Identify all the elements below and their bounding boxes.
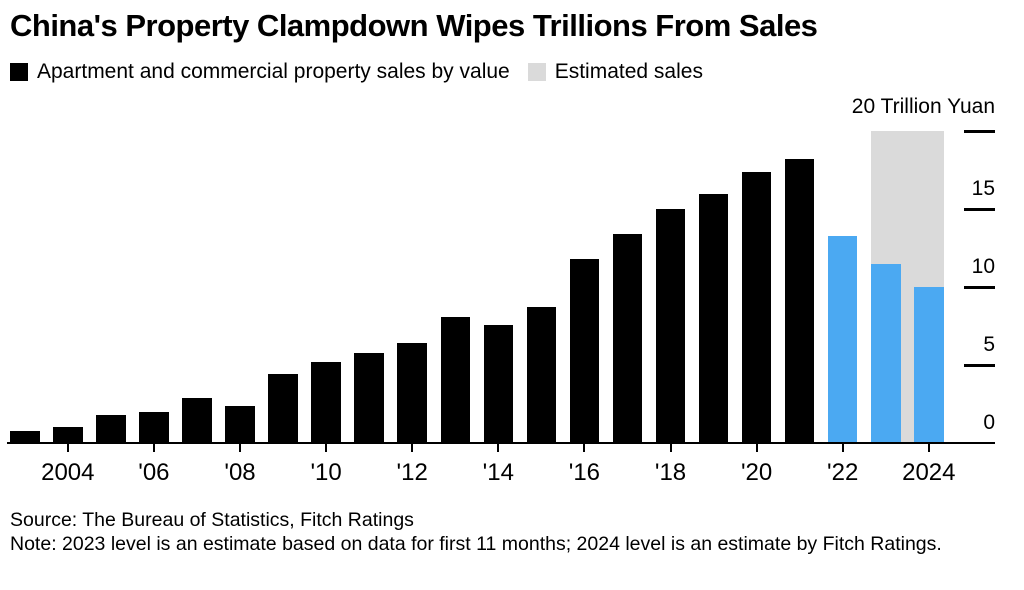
- y-axis-tick: [964, 363, 995, 367]
- bar-2014: [483, 324, 514, 443]
- legend-item-estimated: Estimated sales: [527, 60, 703, 83]
- legend: Apartment and commercial property sales …: [10, 61, 703, 82]
- y-axis-tick-label: 15: [971, 177, 995, 201]
- x-axis-tick-label: '14: [482, 459, 514, 486]
- y-axis-unit-label: 20 Trillion Yuan: [851, 95, 995, 118]
- x-axis-tick: [239, 444, 241, 452]
- bar-2015: [526, 307, 557, 443]
- x-axis-tick-label: '12: [396, 459, 428, 486]
- x-axis-tick: [927, 444, 930, 452]
- x-axis-tick-label: '16: [568, 459, 601, 486]
- footer: Source: The Bureau of Statistics, Fitch …: [10, 508, 955, 556]
- bar-2003: [10, 430, 40, 443]
- x-axis-tick: [497, 444, 500, 452]
- x-axis-line: [7, 441, 995, 444]
- y-axis-tick: [964, 207, 995, 211]
- bar-2021: [784, 159, 815, 443]
- x-axis-tick-label: 2024: [902, 459, 956, 486]
- x-axis-tick: [411, 444, 414, 452]
- bar-2008: [225, 405, 255, 443]
- bar-2004: [53, 427, 83, 443]
- legend-swatch-actual: [10, 62, 28, 81]
- chart-title: China's Property Clampdown Wipes Trillio…: [10, 8, 818, 43]
- bar-2005: [96, 414, 126, 443]
- x-axis-tick-label: 2004: [41, 459, 95, 486]
- source-text: Source: The Bureau of Statistics, Fitch …: [10, 509, 414, 531]
- legend-label-actual: Apartment and commercial property sales …: [37, 60, 510, 83]
- bar-2012: [397, 343, 427, 443]
- x-axis-tick: [755, 444, 758, 452]
- bar-2013: [440, 316, 470, 443]
- y-axis-tick: [964, 129, 995, 133]
- x-axis-tick: [66, 444, 69, 452]
- y-axis-tick: [964, 285, 995, 289]
- x-axis-tick: [152, 444, 155, 452]
- note-text: Note: 2023 level is an estimate based on…: [10, 533, 942, 555]
- bar-2017: [612, 234, 643, 443]
- bar-2024: [914, 287, 944, 443]
- bar-2010: [311, 361, 341, 443]
- bar-2018: [655, 209, 686, 443]
- y-axis-tick-label: 5: [983, 333, 995, 357]
- x-axis-tick-label: '18: [654, 459, 687, 486]
- legend-label-estimated: Estimated sales: [554, 60, 703, 83]
- x-axis-tick: [325, 444, 328, 452]
- bar-2007: [182, 397, 212, 443]
- bar-2009: [268, 374, 298, 443]
- x-axis-tick: [669, 444, 672, 452]
- bar-2023: [871, 263, 901, 443]
- y-axis-tick-label: 0: [983, 411, 995, 434]
- x-axis-tick: [583, 444, 586, 452]
- legend-item-actual: Apartment and commercial property sales …: [10, 61, 510, 82]
- y-axis-tick-label: 10: [971, 255, 995, 279]
- x-axis-tick-label: '06: [138, 459, 170, 486]
- bar-2011: [354, 352, 384, 443]
- x-axis-tick-label: '10: [310, 459, 342, 486]
- bar-2022: [827, 235, 858, 443]
- bar-2020: [741, 171, 772, 443]
- x-axis-tick-label: '22: [827, 459, 859, 486]
- bar-2019: [698, 193, 729, 443]
- x-axis-tick: [841, 444, 844, 452]
- legend-swatch-estimated: [527, 62, 546, 81]
- bar-2006: [139, 411, 169, 443]
- x-axis-tick-label: '08: [224, 459, 256, 486]
- x-axis-tick-label: '20: [740, 459, 773, 486]
- bar-2016: [569, 259, 600, 443]
